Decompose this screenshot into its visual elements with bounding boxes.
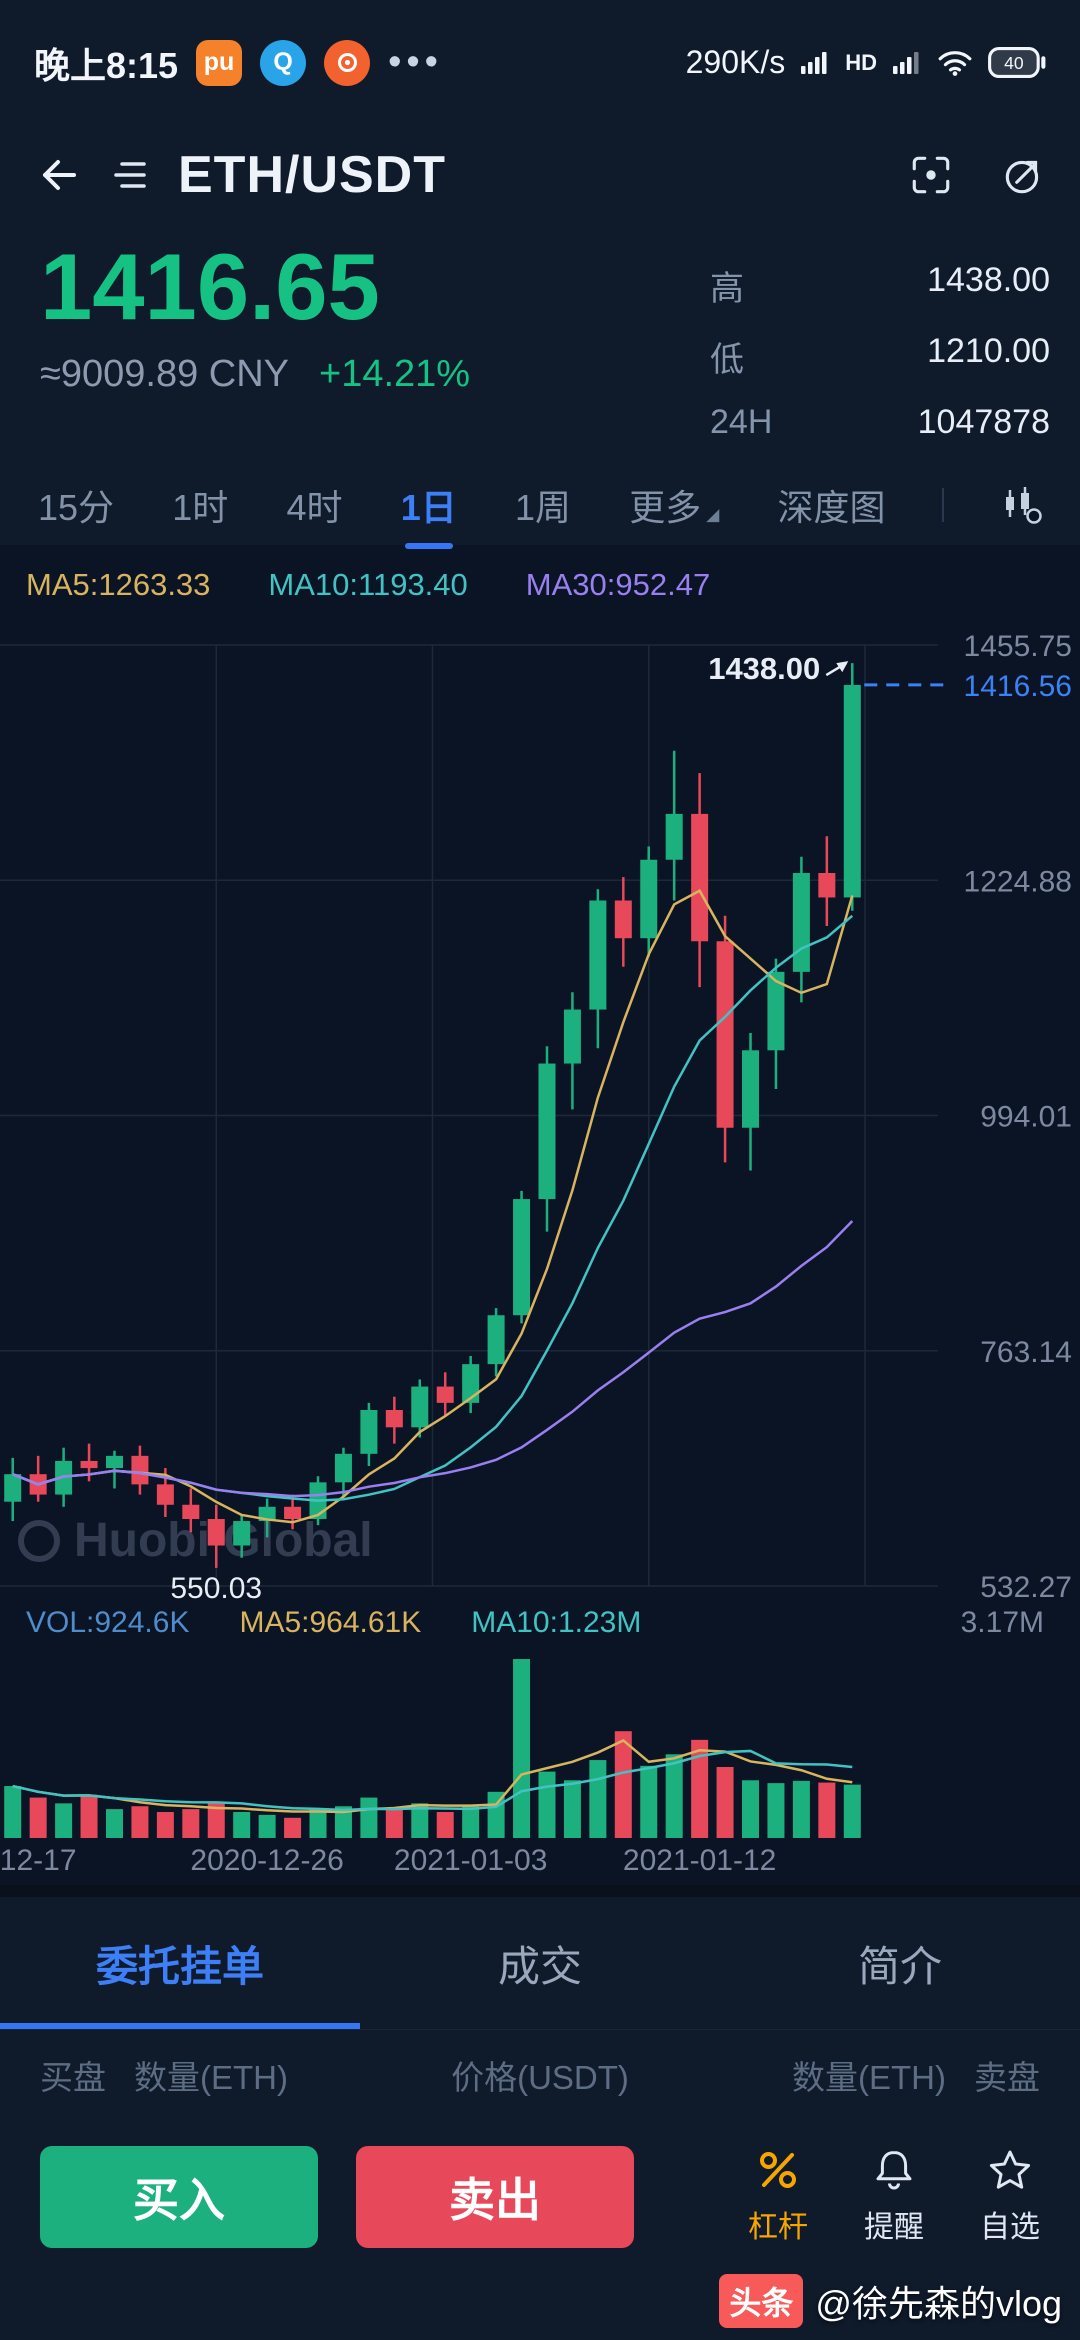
status-bar: 晚上8:15 pu Q ••• 290K/s HD 40	[0, 0, 1080, 125]
svg-text:532.27: 532.27	[980, 1571, 1072, 1600]
sell-button[interactable]: 卖出	[356, 2146, 634, 2248]
vol-ma10-label: MA10:1.23M	[471, 1605, 642, 1639]
alert-label: 提醒	[864, 2211, 924, 2244]
battery-percent: 40	[1004, 53, 1024, 73]
credit-handle: @徐先森的vlog	[815, 2283, 1062, 2324]
price-block: 1416.65 ≈9009.89 CNY +14.21% 高 1438.00 低…	[0, 225, 1080, 465]
ma5-label: MA5:1263.33	[26, 567, 211, 602]
scan-icon[interactable]	[908, 152, 954, 198]
pair-title: ETH/USDT	[178, 146, 446, 204]
favorite-button[interactable]: 自选	[980, 2146, 1040, 2246]
svg-text:1438.00: 1438.00	[708, 651, 820, 686]
more-notifications-icon: •••	[388, 41, 443, 83]
action-bar: 买入 卖出 杠杆 提醒 自选 头条 @徐先森的vlog	[0, 2120, 1080, 2340]
volume-label: 24H	[710, 403, 773, 441]
leverage-percent-icon	[760, 2152, 796, 2188]
media-app-glyph-icon	[337, 53, 357, 72]
clock: 晚上8:15	[34, 44, 179, 86]
network-speed: 290K/s	[685, 44, 786, 80]
volume-chart[interactable]	[0, 1645, 1080, 1840]
timeframe-tabs: 15分 1时 4时 1日 1周 更多 ◢ 深度图	[0, 465, 1080, 549]
tab-info[interactable]: 简介	[857, 1942, 942, 1990]
bell-icon	[876, 2151, 912, 2190]
tf-1week[interactable]: 1周	[514, 487, 571, 528]
ma10-label: MA10:1193.40	[268, 567, 468, 602]
leverage-button[interactable]: 杠杆	[748, 2146, 808, 2246]
app-header: ETH/USDT	[0, 125, 1080, 225]
vol-label: VOL:924.6K	[26, 1605, 190, 1639]
last-price: 1416.65	[40, 234, 380, 339]
signal-bars-sim1-icon	[801, 52, 827, 74]
divider	[941, 488, 944, 522]
price-col-header: 价格(USDT)	[451, 2059, 629, 2096]
huobi-logo-icon	[18, 1519, 60, 1562]
candlestick-chart[interactable]: Huobi Global 1455.75 1224.88 994.01 763.14 5…	[0, 625, 1080, 1600]
active-tab-underline	[0, 2023, 360, 2029]
tf-depth-chart[interactable]: 深度图	[777, 487, 886, 528]
tab-trades[interactable]: 成交	[497, 1942, 582, 1990]
x-axis-label: 2020-12-26	[190, 1844, 344, 1877]
qty-right-header: 数量(ETH)	[792, 2059, 946, 2096]
stat-24h-volume: 24H 1047878	[710, 403, 1050, 442]
x-axis-label: 2021-01-12	[622, 1844, 777, 1877]
low-value: 1210.00	[927, 332, 1050, 370]
fiat-price: ≈9009.89 CNY	[40, 353, 290, 396]
video-credit: 头条 @徐先森的vlog	[719, 2274, 1062, 2328]
tf-1day[interactable]: 1日	[399, 471, 459, 549]
svg-text:1224.88: 1224.88	[964, 865, 1072, 898]
panel-tabs: 委托挂单 成交 简介	[0, 1897, 1080, 2030]
battery-icon: 40	[988, 47, 1046, 78]
low-label: 低	[710, 341, 744, 379]
x-axis-label: 12-17	[0, 1844, 77, 1877]
stat-high: 高 1438.00	[710, 261, 1050, 310]
qty-left-header: 数量(ETH)	[134, 2059, 288, 2096]
notification-app-icon-pu: pu	[196, 39, 243, 86]
signal-bars-sim2-icon	[893, 52, 919, 74]
toutiao-badge: 头条	[719, 2274, 804, 2328]
volume-indicator-row: VOL:924.6K MA5:964.61K MA10:1.23M 3.17M	[0, 1600, 1080, 1645]
tab-open-orders[interactable]: 委托挂单	[95, 1942, 264, 1990]
svg-text:550.03: 550.03	[170, 1572, 262, 1600]
vol-ma5-label: MA5:964.61K	[239, 1605, 422, 1639]
svg-text:994.01: 994.01	[980, 1101, 1072, 1134]
hd-voice-indicator: HD	[845, 49, 877, 75]
x-axis: 12-17 2020-12-26 2021-01-03 2021-01-12	[0, 1840, 1080, 1885]
svg-text:763.14: 763.14	[980, 1336, 1072, 1369]
tf-4hour[interactable]: 4时	[286, 487, 343, 528]
section-divider	[0, 1885, 1080, 1897]
more-caret-icon: ◢	[706, 505, 720, 524]
stat-low: 低 1210.00	[710, 332, 1050, 381]
svg-text:1455.75: 1455.75	[964, 630, 1072, 663]
alert-button[interactable]: 提醒	[864, 2146, 924, 2246]
svg-text:1416.56: 1416.56	[964, 670, 1072, 703]
tf-15min[interactable]: 15分	[38, 487, 115, 528]
high-value: 1438.00	[927, 261, 1050, 299]
favorite-label: 自选	[980, 2211, 1040, 2244]
notification-app-icon-media	[324, 39, 371, 86]
ticker-stats: 高 1438.00 低 1210.00 24H 1047878	[710, 233, 1050, 465]
high-label: 高	[710, 270, 744, 308]
vol-scale-max: 3.17M	[960, 1605, 1044, 1639]
ma-indicator-row: MA5:1263.33 MA10:1193.40 MA30:952.47	[0, 545, 1080, 625]
buy-button[interactable]: 买入	[40, 2146, 318, 2248]
leverage-label: 杠杆	[748, 2211, 808, 2244]
ma30-label: MA30:952.47	[525, 567, 711, 602]
back-icon[interactable]	[34, 151, 82, 199]
sell-side-header: 卖盘	[974, 2059, 1040, 2096]
wifi-icon	[938, 50, 972, 76]
chart-settings-icon[interactable]	[998, 485, 1044, 525]
market-list-icon[interactable]	[108, 153, 152, 197]
tf-1hour[interactable]: 1时	[172, 487, 229, 528]
tf-more[interactable]: 更多 ◢	[629, 487, 720, 528]
x-axis-label: 2021-01-03	[393, 1844, 548, 1877]
star-icon	[989, 2150, 1031, 2189]
change-percent: +14.21%	[319, 353, 471, 396]
buy-side-header: 买盘	[40, 2059, 106, 2096]
notification-app-icon-q: Q	[260, 39, 307, 86]
volume-value: 1047878	[917, 403, 1050, 441]
orderbook-headers: 买盘 数量(ETH) 价格(USDT) 数量(ETH) 卖盘	[0, 2030, 1080, 2120]
share-compass-icon[interactable]	[1000, 152, 1046, 198]
